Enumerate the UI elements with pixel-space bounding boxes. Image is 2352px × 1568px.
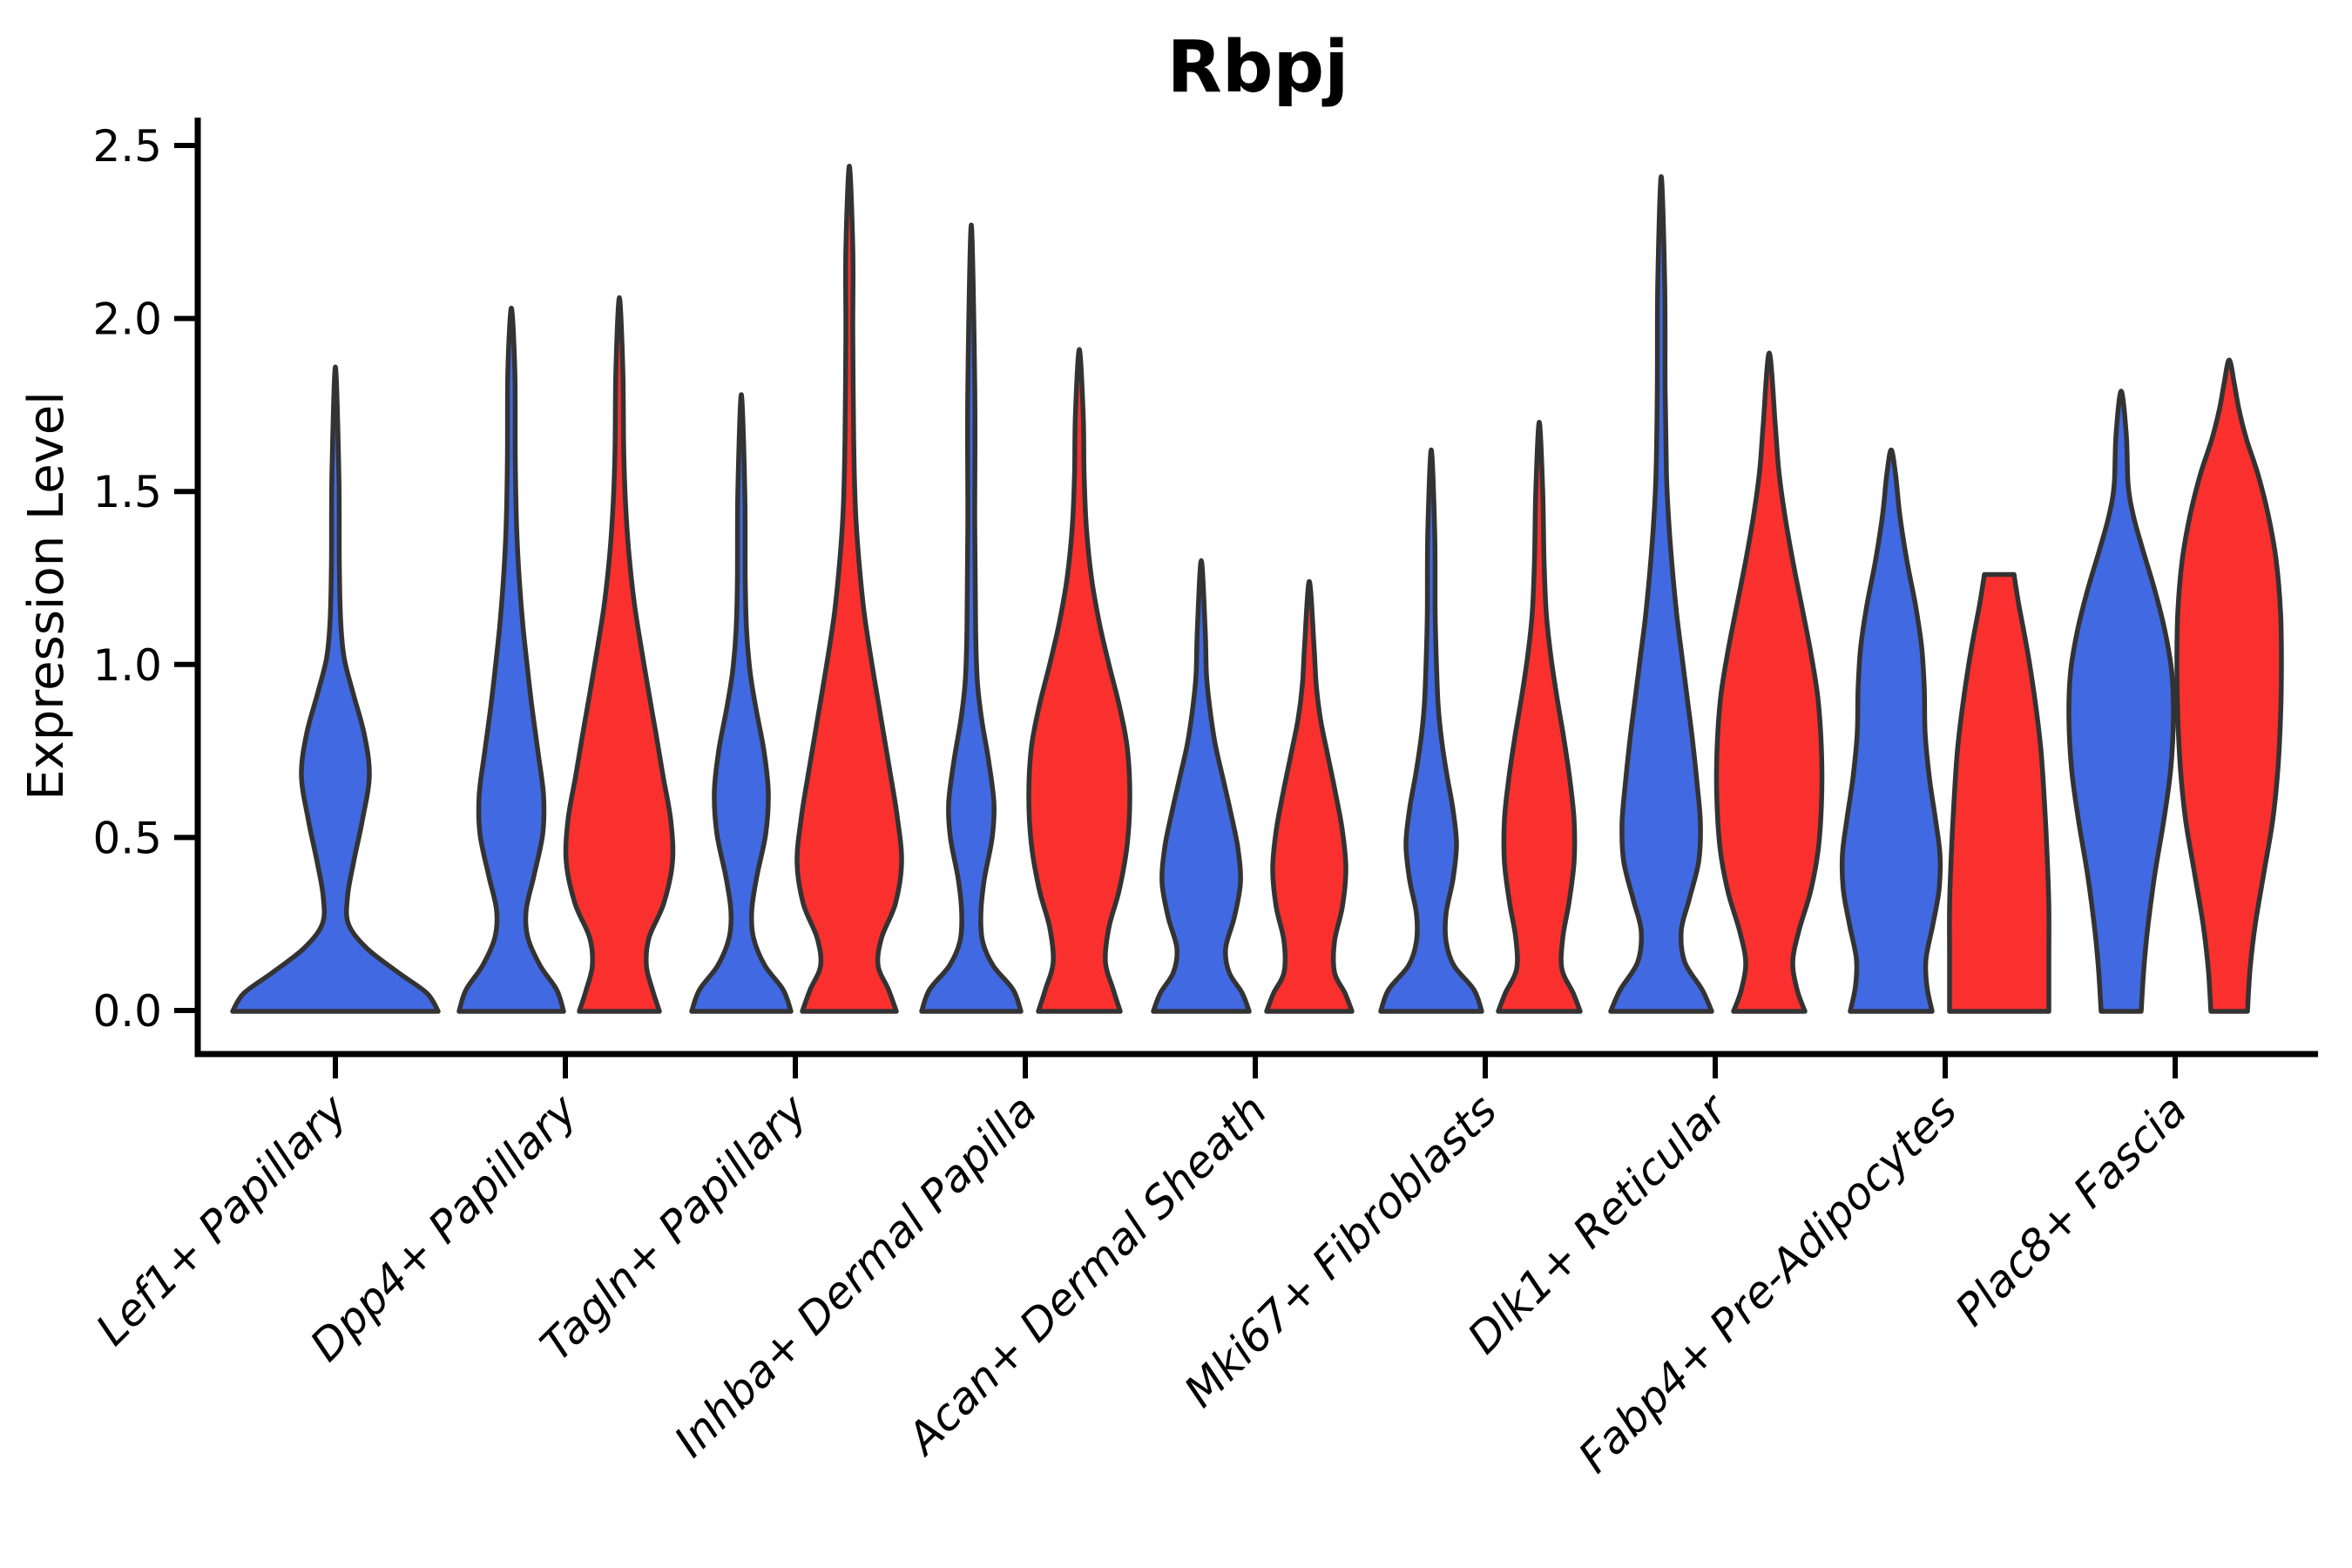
chart-title: Rbpj <box>1167 26 1349 109</box>
y-tick-label-0.5: 0.5 <box>92 813 162 863</box>
x-tick-label-plac8-fascia: Plac8+ Fascia <box>1946 1085 2197 1335</box>
y-tick-label-2.0: 2.0 <box>92 294 162 345</box>
violin-lef1-papillary-blue <box>230 364 441 1014</box>
violin-mki67-fibroblasts-red <box>1496 420 1583 1014</box>
violin-plac8-fascia-blue <box>2066 389 2176 1014</box>
violin-dpp4-papillary-blue <box>456 305 566 1014</box>
x-tick-label-lef1-papillary: Lef1+ Papillary <box>86 1084 357 1355</box>
x-tick-label-inhba-dermal-papilla: Inhba+ Dermal Papilla <box>665 1085 1046 1466</box>
violin-acan-dermal-sheath-blue <box>1151 558 1252 1014</box>
violin-acan-dermal-sheath-red <box>1264 578 1355 1014</box>
y-tick-label-0.0: 0.0 <box>92 986 162 1037</box>
violin-fabp4-pre-adipocytes-blue <box>1839 447 1943 1014</box>
violin-tagln-papillary-blue <box>689 392 794 1014</box>
violin-fabp4-pre-adipocytes-red <box>1947 571 2051 1014</box>
violin-plac8-fascia-red <box>2174 357 2284 1014</box>
y-tick-label-1.5: 1.5 <box>92 467 162 517</box>
violin-inhba-dermal-papilla-blue <box>919 222 1024 1014</box>
violin-dpp4-papillary-red <box>563 295 676 1014</box>
violin-inhba-dermal-papilla-red <box>1026 347 1132 1014</box>
violin-dlk1-reticular-red <box>1713 350 1825 1014</box>
y-tick-label-1.0: 1.0 <box>92 640 162 691</box>
violin-mki67-fibroblasts-blue <box>1378 447 1484 1014</box>
y-tick-label-2.5: 2.5 <box>92 121 162 172</box>
violin-tagln-papillary-red <box>794 164 904 1014</box>
violin-dlk1-reticular-blue <box>1608 173 1714 1014</box>
violins-layer <box>230 164 2284 1014</box>
x-tick-label-fabp4-pre-adipocytes: Fabp4+ Pre-Adipocytes <box>1569 1085 1967 1483</box>
y-axis-title: Expression Level <box>18 391 75 801</box>
